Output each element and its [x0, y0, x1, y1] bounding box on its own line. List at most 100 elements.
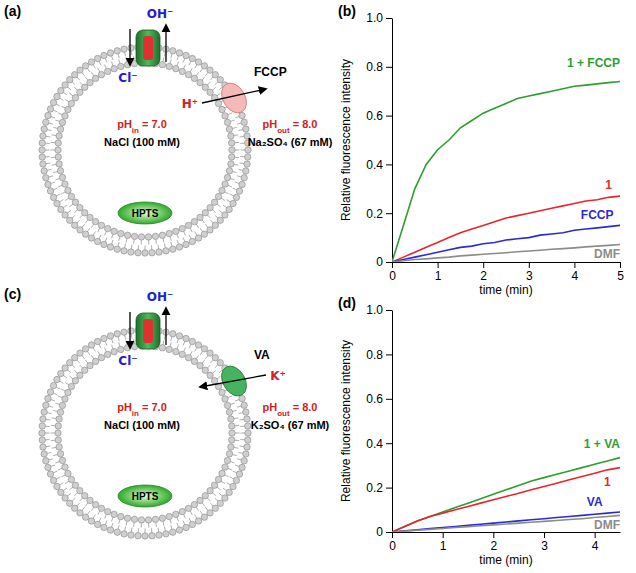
- lipid-tail: [196, 72, 199, 76]
- lipid-tail: [60, 483, 64, 485]
- lipid-head: [245, 437, 251, 443]
- tick-mark: [386, 354, 392, 355]
- lipid-head: [40, 161, 46, 167]
- lipid-head: [230, 200, 236, 206]
- lipid-head: [111, 65, 117, 71]
- lipid-tail: [196, 355, 199, 359]
- tick-mark: [620, 262, 621, 268]
- lipid-head: [138, 234, 144, 240]
- ph-symbol: pH: [263, 118, 278, 130]
- lipid-head: [67, 500, 73, 506]
- lipid-tail: [207, 82, 210, 85]
- y-axis-title: Relative fluorescence intensity: [339, 59, 353, 221]
- lipid-head: [68, 383, 74, 389]
- lipid-tail: [228, 113, 232, 115]
- lipid-head: [224, 402, 230, 408]
- lipid-tail: [219, 493, 222, 496]
- lipid-head: [55, 147, 61, 153]
- lipid-head: [114, 331, 120, 337]
- lipid-tail: [77, 360, 80, 363]
- channel-body: [136, 30, 160, 66]
- lipid-tail: [235, 425, 239, 426]
- lipid-head: [211, 482, 217, 488]
- cation-label: H⁺: [182, 97, 198, 111]
- lipid-tail: [47, 129, 51, 131]
- lipid-tail: [163, 340, 165, 344]
- x-axis-title: time (min): [479, 553, 532, 567]
- lipid-head: [189, 55, 195, 61]
- dye: [118, 485, 172, 507]
- lipid-tail: [51, 440, 55, 441]
- lipid-tail: [82, 507, 85, 510]
- y-axis-title: Relative fluorescence intensity: [339, 340, 353, 502]
- lipid-head: [239, 464, 245, 470]
- lipid-tail: [72, 498, 75, 501]
- tick: 0: [389, 262, 396, 283]
- lipid-head: [142, 533, 148, 539]
- lipid-head: [87, 79, 93, 85]
- lipid-head: [39, 437, 45, 443]
- lipid-tail: [171, 525, 172, 529]
- lipid-tail: [53, 188, 57, 190]
- lipid-tail: [99, 344, 101, 348]
- lipid-head: [82, 367, 88, 373]
- lipid-tail: [98, 68, 100, 72]
- lipid-tail: [91, 507, 94, 511]
- lipid-head: [65, 389, 71, 395]
- lipid-tail: [189, 344, 191, 348]
- channel-body: [136, 313, 160, 349]
- lipid-head: [72, 95, 78, 101]
- lipid-tail: [155, 239, 157, 243]
- lipid-tail: [69, 93, 73, 96]
- tick: 0.8: [366, 348, 392, 362]
- lipid-tail: [223, 488, 227, 491]
- lipid-head: [55, 154, 61, 160]
- lipid-tail: [221, 481, 225, 483]
- lipid-head: [183, 524, 189, 530]
- lipid-head: [207, 350, 213, 356]
- lipid-tail: [85, 360, 88, 363]
- lipid-head: [77, 67, 83, 73]
- lipid-head: [92, 358, 98, 364]
- lipid-head: [62, 365, 68, 371]
- lipid-head: [201, 63, 207, 69]
- tick: 1.0: [366, 11, 392, 25]
- lipid-head: [189, 338, 195, 344]
- lipid-tail: [99, 61, 101, 65]
- lipid-tail: [133, 56, 135, 60]
- lipid-tail: [51, 425, 55, 426]
- lipid-head: [72, 199, 78, 205]
- tick-mark: [386, 399, 392, 400]
- lipid-head: [212, 355, 218, 361]
- lipid-tail: [235, 157, 239, 158]
- lipid-head: [121, 329, 127, 335]
- lipid-head: [197, 362, 203, 368]
- series-line: [392, 515, 620, 532]
- lipid-head: [65, 106, 71, 112]
- ph-label: pHin = 7.0: [117, 401, 167, 418]
- lipid-head: [163, 248, 169, 254]
- tick-mark: [386, 18, 392, 19]
- tick-mark: [386, 532, 392, 533]
- lipid-head: [50, 477, 56, 483]
- lipid-tail: [177, 234, 179, 238]
- lipid-head: [217, 359, 223, 365]
- lipid-tail: [53, 410, 57, 411]
- lipid-head: [138, 517, 144, 523]
- channel-core: [143, 36, 153, 60]
- ph-value: = 8.0: [290, 401, 318, 413]
- lipid-head: [176, 527, 182, 533]
- lipid-head: [118, 230, 124, 236]
- lipid-tail: [207, 215, 210, 218]
- lipid-head: [71, 222, 77, 228]
- lipid-head: [217, 500, 223, 506]
- lipid-head: [105, 68, 111, 74]
- tick: 0.4: [366, 437, 392, 451]
- lipid-tail: [195, 232, 197, 236]
- lipid-tail: [52, 447, 56, 449]
- lipid-head: [219, 389, 225, 395]
- ion-label: Cl⁻: [118, 71, 137, 85]
- series-line: [392, 512, 620, 532]
- lipid-tail: [190, 228, 192, 232]
- series-label: FCCP: [581, 208, 614, 222]
